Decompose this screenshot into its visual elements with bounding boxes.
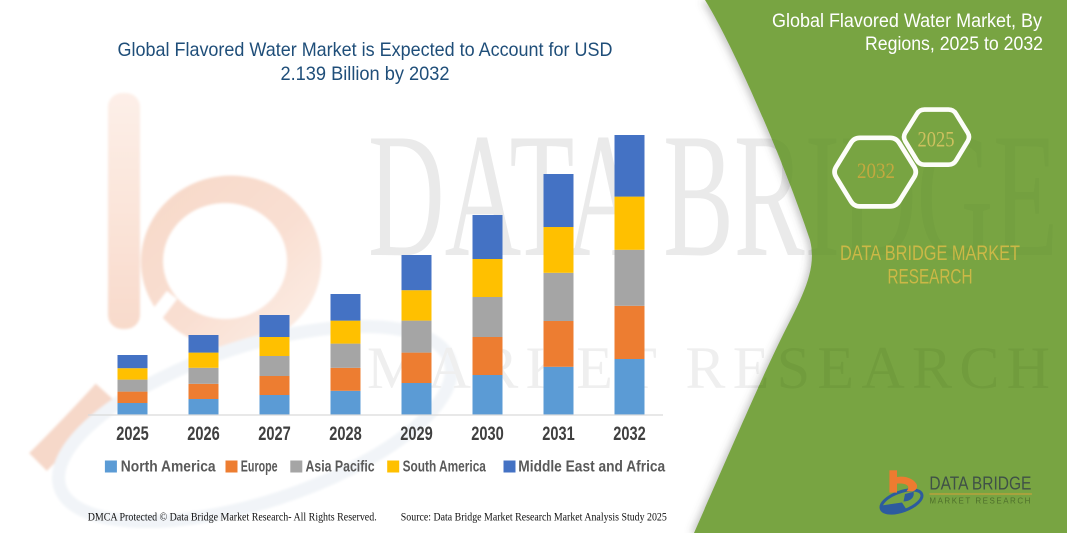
svg-text:Regions, 2025 to 2032: Regions, 2025 to 2032 xyxy=(865,34,1043,55)
svg-text:2027: 2027 xyxy=(258,424,291,445)
svg-text:2029: 2029 xyxy=(400,424,433,445)
svg-text:MARKET RESEARCH: MARKET RESEARCH xyxy=(929,497,1030,506)
svg-text:2025: 2025 xyxy=(116,424,149,445)
svg-text:2030: 2030 xyxy=(471,424,504,445)
svg-text:Global Flavored Water Market,: Global Flavored Water Market, By xyxy=(772,11,1042,32)
svg-text:2.139 Billion by 2032: 2.139 Billion by 2032 xyxy=(281,63,450,85)
svg-text:North America: North America xyxy=(121,459,216,476)
svg-text:2032: 2032 xyxy=(857,158,895,183)
svg-text:2028: 2028 xyxy=(329,424,362,445)
svg-text:Middle East and Africa: Middle East and Africa xyxy=(518,459,665,476)
svg-text:DMCA Protected © Data Bridge M: DMCA Protected © Data Bridge Market Rese… xyxy=(88,510,377,524)
svg-text:2031: 2031 xyxy=(542,424,575,445)
svg-text:South America: South America xyxy=(403,459,487,476)
svg-text:DATA BRIDGE MARKET: DATA BRIDGE MARKET xyxy=(840,241,1020,265)
svg-text:DATA BRIDGE: DATA BRIDGE xyxy=(929,473,1031,493)
svg-text:Source: Data Bridge Market Res: Source: Data Bridge Market Research Mark… xyxy=(401,510,667,524)
svg-text:Asia Pacific: Asia Pacific xyxy=(306,459,375,476)
svg-text:2032: 2032 xyxy=(613,424,646,445)
svg-text:RESEARCH: RESEARCH xyxy=(888,265,973,289)
svg-text:2025: 2025 xyxy=(918,127,955,152)
svg-text:Global Flavored Water Market i: Global Flavored Water Market is Expected… xyxy=(118,39,613,61)
svg-text:Europe: Europe xyxy=(241,459,278,476)
svg-text:2026: 2026 xyxy=(187,424,220,445)
